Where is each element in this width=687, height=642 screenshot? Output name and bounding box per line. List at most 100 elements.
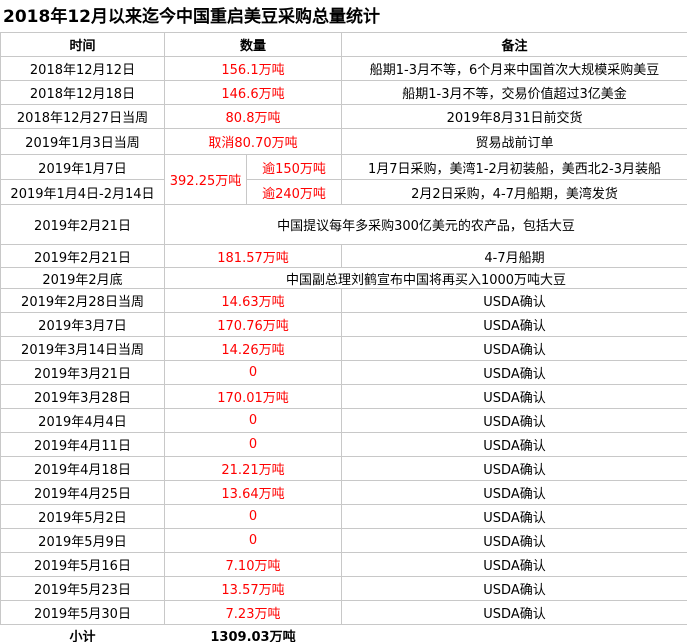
- time-cell: 2019年5月30日: [0, 600, 165, 625]
- table-row: 2019年5月30日 7.23万吨 USDA确认: [0, 600, 687, 625]
- table-row: 2019年1月4日-2月14日 逾240万吨 2月2日采购，4-7月船期，美湾发货: [0, 179, 687, 205]
- qty-cell: 170.76万吨: [163, 312, 343, 337]
- table-row: 2019年4月4日 0 USDA确认: [0, 408, 687, 433]
- qty-cell: 13.57万吨: [163, 576, 343, 601]
- qty-cell: 14.26万吨: [163, 336, 343, 361]
- qty-cell: 156.1万吨: [163, 56, 343, 81]
- page-title: 2018年12月以来迄今中国重启美豆采购总量统计: [3, 7, 380, 27]
- time-cell: 2018年12月18日: [0, 80, 165, 105]
- note-cell: USDA确认: [341, 432, 687, 457]
- note-cell: USDA确认: [341, 456, 687, 481]
- qty-cell: 0: [163, 408, 343, 433]
- time-cell: 2019年4月18日: [0, 456, 165, 481]
- note-cell: USDA确认: [341, 360, 687, 385]
- table-row: 2019年2月底 中国副总理刘鹤宣布中国将再买入1000万吨大豆: [0, 267, 687, 289]
- table-row: 2019年5月9日 0 USDA确认: [0, 528, 687, 553]
- note-cell: USDA确认: [341, 312, 687, 337]
- table-row: 2019年1月3日当周 取消80.70万吨 贸易战前订单: [0, 128, 687, 155]
- header-time: 时间: [0, 32, 165, 57]
- subtotal-value: 1309.03万吨: [210, 630, 296, 642]
- qty-cell: 13.64万吨: [163, 480, 343, 505]
- note-cell: 4-7月船期: [341, 244, 687, 268]
- table-row: 2019年2月28日当周 14.63万吨 USDA确认: [0, 288, 687, 313]
- note-cell: USDA确认: [341, 600, 687, 625]
- table-row: 2019年4月25日 13.64万吨 USDA确认: [0, 480, 687, 505]
- qty-cell: 14.63万吨: [163, 288, 343, 313]
- note-cell: USDA确认: [341, 504, 687, 529]
- table-row: 2019年1月7日 392.25万吨 逾150万吨 1月7日采购，美湾1-2月初装船，…: [0, 154, 687, 205]
- qty-cell: 逾240万吨: [245, 179, 343, 205]
- time-cell: 2019年1月3日当周: [0, 128, 165, 155]
- qty-cell: 170.01万吨: [163, 384, 343, 409]
- table-row: 2018年12月18日 146.6万吨 船期1-3月不等，交易价值超过3亿美金: [0, 80, 687, 105]
- time-cell: 2019年3月14日当周: [0, 336, 165, 361]
- note-cell: USDA确认: [341, 552, 687, 577]
- time-cell: 2019年5月9日: [0, 528, 165, 553]
- table-row: 2019年4月11日 0 USDA确认: [0, 432, 687, 457]
- qty-cell: 0: [163, 432, 343, 457]
- qty-cell: 7.10万吨: [163, 552, 343, 577]
- time-cell: 2018年12月27日当周: [0, 104, 165, 129]
- time-cell: 2019年5月2日: [0, 504, 165, 529]
- qty-cell: 80.8万吨: [163, 104, 343, 129]
- time-cell: 2019年3月7日: [0, 312, 165, 337]
- note-cell: 贸易战前订单: [341, 128, 687, 155]
- note-cell: 2月2日采购，4-7月船期，美湾发货: [341, 179, 687, 205]
- table-row: 2019年2月21日 中国提议每年多采购300亿美元的农产品，包括大豆: [0, 204, 687, 245]
- time-cell: 2019年1月4日-2月14日: [0, 179, 165, 205]
- time-cell: 2019年4月4日: [0, 408, 165, 433]
- qty-total-cell: 392.25万吨: [164, 154, 247, 205]
- table-row: 2019年3月21日 0 USDA确认: [0, 360, 687, 385]
- time-cell: 2019年3月21日: [0, 360, 165, 385]
- table-row: 2019年3月14日当周 14.26万吨 USDA确认: [0, 336, 687, 361]
- note-cell: USDA确认: [341, 336, 687, 361]
- time-cell: 2019年1月7日: [0, 154, 165, 180]
- qty-cell: 146.6万吨: [163, 80, 343, 105]
- table-row: 2018年12月12日 156.1万吨 船期1-3月不等，6个月来中国首次大规模采购…: [0, 56, 687, 81]
- purchase-table: 时间 数量 备注 2018年12月12日 156.1万吨 船期1-3月不等，6个月来…: [0, 32, 687, 642]
- subtotal-label: 小计: [69, 630, 96, 642]
- header-note: 备注: [341, 32, 687, 57]
- note-cell: USDA确认: [341, 528, 687, 553]
- note-cell: USDA确认: [341, 480, 687, 505]
- note-cell: 中国提议每年多采购300亿美元的农产品，包括大豆: [163, 204, 687, 245]
- note-cell: 中国副总理刘鹤宣布中国将再买入1000万吨大豆: [163, 267, 687, 289]
- note-cell: 2019年8月31日前交货: [341, 104, 687, 129]
- table-row: 2019年3月7日 170.76万吨 USDA确认: [0, 312, 687, 337]
- time-cell: 2019年2月21日: [0, 204, 165, 245]
- table-row: 2019年3月28日 170.01万吨 USDA确认: [0, 384, 687, 409]
- time-cell: 2019年5月16日: [0, 552, 165, 577]
- qty-cell: 181.57万吨: [163, 244, 343, 268]
- table-row: 2019年5月2日 0 USDA确认: [0, 504, 687, 529]
- time-cell: 2019年4月25日: [0, 480, 165, 505]
- table-row: 2018年12月27日当周 80.8万吨 2019年8月31日前交货: [0, 104, 687, 129]
- note-cell: USDA确认: [341, 576, 687, 601]
- note-cell: 船期1-3月不等，6个月来中国首次大规模采购美豆: [341, 56, 687, 81]
- header-row: 时间 数量 备注: [0, 32, 687, 57]
- note-cell: 1月7日采购，美湾1-2月初装船，美西北2-3月装船: [341, 154, 687, 180]
- table-row: 2019年5月23日 13.57万吨 USDA确认: [0, 576, 687, 601]
- time-cell: 2019年2月21日: [0, 244, 165, 268]
- header-qty: 数量: [163, 32, 343, 57]
- note-cell: USDA确认: [341, 288, 687, 313]
- qty-cell: 0: [163, 504, 343, 529]
- note-cell: USDA确认: [341, 384, 687, 409]
- qty-cell: 0: [163, 528, 343, 553]
- qty-cell: 21.21万吨: [163, 456, 343, 481]
- time-cell: 2019年2月底: [0, 267, 165, 289]
- table-row: 2019年4月18日 21.21万吨 USDA确认: [0, 456, 687, 481]
- note-cell: 船期1-3月不等，交易价值超过3亿美金: [341, 80, 687, 105]
- empty-cell: [342, 625, 687, 642]
- time-cell: 2018年12月12日: [0, 56, 165, 81]
- time-cell: 2019年5月23日: [0, 576, 165, 601]
- qty-cell: 逾150万吨: [245, 154, 343, 180]
- qty-cell: 0: [163, 360, 343, 385]
- time-cell: 2019年3月28日: [0, 384, 165, 409]
- time-cell: 2019年2月28日当周: [0, 288, 165, 313]
- table-row: 2019年5月16日 7.10万吨 USDA确认: [0, 552, 687, 577]
- table-row: 2019年2月21日 181.57万吨 4-7月船期: [0, 244, 687, 268]
- qty-cell: 取消80.70万吨: [163, 128, 343, 155]
- note-cell: USDA确认: [341, 408, 687, 433]
- subtotal-row: 小计 1309.03万吨: [1, 625, 687, 642]
